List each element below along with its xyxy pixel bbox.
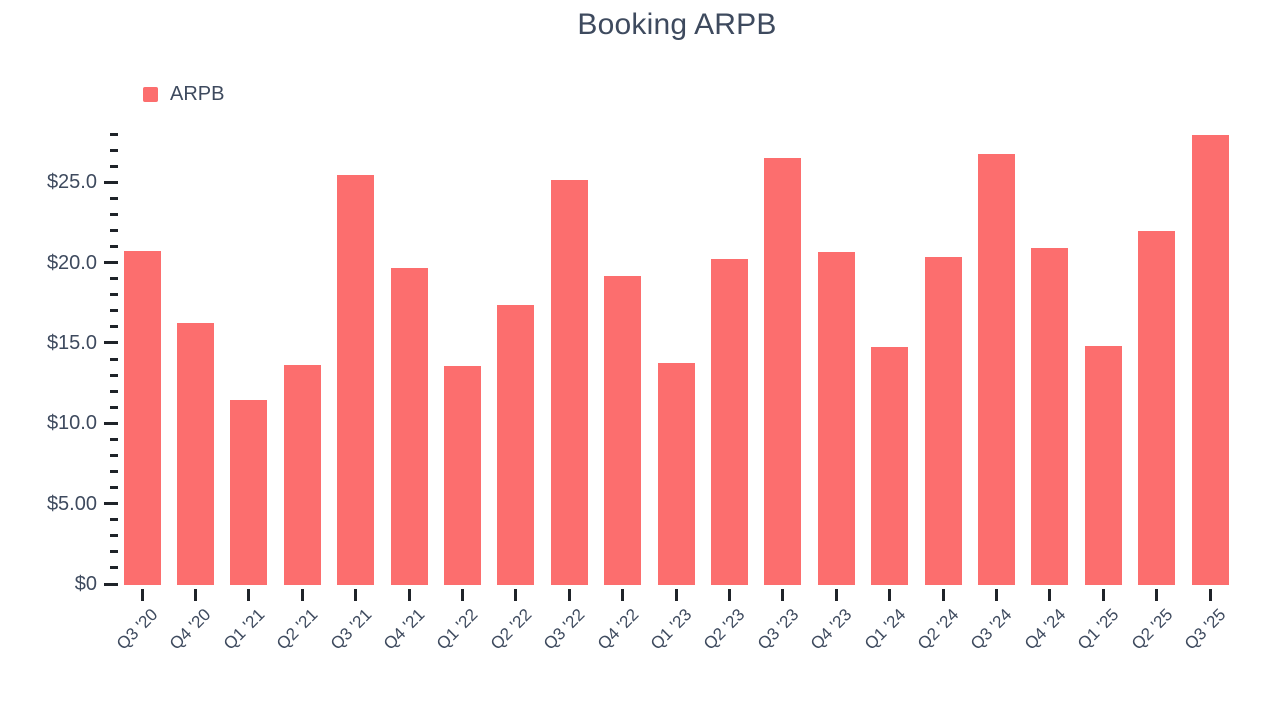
x-axis-tick — [567, 589, 571, 601]
y-axis-minor-tick — [110, 470, 118, 473]
y-axis-minor-tick — [110, 325, 118, 329]
y-axis-label: $10.0 — [46, 412, 97, 435]
y-axis-minor-tick — [110, 566, 118, 570]
x-axis-tick — [1048, 589, 1052, 601]
bar-q1-24[interactable] — [871, 347, 909, 585]
x-axis-tick — [354, 589, 358, 601]
bar-q1-23[interactable] — [657, 363, 695, 585]
x-axis-tick — [834, 589, 838, 601]
legend-label: ARPB — [170, 83, 225, 105]
bar-q4-22[interactable] — [604, 276, 642, 585]
y-axis-minor-tick — [110, 518, 118, 522]
bar-q3-22[interactable] — [550, 180, 588, 585]
bar-q2-21[interactable] — [283, 364, 321, 585]
y-axis-minor-tick — [110, 357, 118, 361]
x-axis-tick — [888, 589, 892, 601]
y-axis-label: $5.00 — [46, 492, 97, 515]
y-axis-minor-tick — [110, 405, 118, 409]
y-axis-minor-tick — [110, 486, 118, 490]
x-axis-tick — [781, 589, 785, 601]
x-axis-tick — [300, 589, 304, 601]
x-axis-tick — [514, 589, 518, 601]
bar-q3-24[interactable] — [977, 154, 1015, 585]
x-axis-tick — [140, 589, 144, 601]
bar-q1-21[interactable] — [230, 400, 268, 585]
legend-item-arpb[interactable]: ARPB — [143, 83, 224, 106]
bar-q1-25[interactable] — [1084, 345, 1122, 585]
bar-q2-23[interactable] — [710, 258, 748, 585]
x-axis-tick — [247, 589, 251, 601]
y-axis-minor-tick — [110, 212, 118, 216]
y-axis-major-tick — [104, 180, 118, 184]
x-axis-tick — [941, 589, 945, 601]
x-axis-tick — [193, 589, 197, 601]
bar-q4-21[interactable] — [390, 268, 428, 585]
y-axis-minor-tick — [110, 389, 118, 393]
x-axis-tick — [1101, 589, 1105, 601]
y-axis-major-tick — [104, 261, 118, 265]
y-axis-minor-tick — [110, 373, 118, 377]
y-axis-major-tick — [104, 582, 118, 586]
y-axis-minor-tick — [110, 164, 118, 168]
bar-q4-24[interactable] — [1031, 247, 1069, 585]
y-axis-minor-tick — [110, 148, 118, 152]
bar-q3-21[interactable] — [337, 175, 375, 585]
y-axis-label: $25.0 — [46, 171, 97, 194]
bar-q4-20[interactable] — [176, 323, 214, 585]
x-axis-tick — [460, 589, 464, 601]
bar-q3-20[interactable] — [123, 250, 161, 585]
bar-q3-25[interactable] — [1191, 135, 1229, 585]
bar-q2-24[interactable] — [924, 257, 962, 585]
bar-q2-22[interactable] — [497, 305, 535, 585]
y-axis-label: $20.0 — [46, 251, 97, 274]
y-axis-major-tick — [104, 421, 118, 425]
legend-swatch-icon — [143, 87, 158, 102]
bar-q2-25[interactable] — [1138, 231, 1176, 585]
y-axis-minor-tick — [110, 277, 118, 281]
y-axis-minor-tick — [110, 437, 118, 441]
x-axis-tick — [994, 589, 998, 601]
y-axis-label: $0 — [74, 573, 97, 595]
y-axis-minor-tick — [110, 196, 118, 200]
x-axis-tick — [1208, 589, 1212, 601]
y-axis-minor-tick — [110, 550, 118, 554]
y-axis-major-tick — [104, 502, 118, 506]
bar-q1-22[interactable] — [443, 366, 481, 585]
y-axis-minor-tick — [110, 293, 118, 297]
x-axis-tick — [621, 589, 625, 601]
chart-title: Booking ARPB — [577, 8, 777, 41]
y-axis-minor-tick — [110, 534, 118, 538]
y-axis-minor-tick — [110, 309, 118, 313]
y-axis-label: $15.0 — [46, 331, 97, 354]
y-axis-minor-tick — [110, 132, 118, 136]
y-axis-minor-tick — [110, 228, 118, 232]
y-axis-minor-tick — [110, 245, 118, 249]
bar-q3-23[interactable] — [764, 157, 802, 585]
x-axis-tick — [727, 589, 731, 601]
y-axis-major-tick — [104, 341, 118, 345]
x-axis-tick — [407, 589, 411, 601]
x-axis-tick — [674, 589, 678, 601]
bar-q4-23[interactable] — [817, 252, 855, 585]
x-axis-tick — [1155, 589, 1159, 601]
y-axis-minor-tick — [110, 453, 118, 457]
